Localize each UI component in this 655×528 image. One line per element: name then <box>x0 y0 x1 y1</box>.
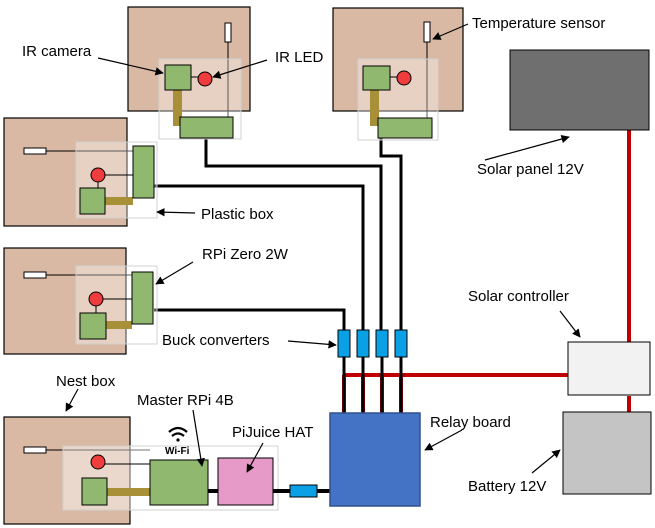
label-buck-converters: Buck converters <box>162 332 270 349</box>
camera-mount <box>106 488 150 496</box>
ir-led <box>197 71 213 87</box>
nest-box-2 <box>332 7 464 141</box>
nest-box-body <box>3 416 131 525</box>
pijuice-hat <box>217 457 274 506</box>
label-solar-panel: Solar panel 12V <box>477 161 584 178</box>
temperature-probe <box>224 22 232 43</box>
camera-mount <box>100 321 132 329</box>
temperature-probe <box>23 271 47 279</box>
label-plastic-box: Plastic box <box>201 206 274 223</box>
ir-camera <box>79 187 106 215</box>
label-rpi-zero: RPi Zero 2W <box>202 246 289 263</box>
ir-led <box>396 70 412 86</box>
label-wifi: Wi-Fi <box>165 446 190 457</box>
buck-converter-1 <box>337 329 351 358</box>
buck-converters <box>337 329 408 358</box>
label-pijuice: PiJuice HAT <box>232 424 313 441</box>
wifi-icon <box>168 426 188 442</box>
annotation-arrows <box>65 23 581 474</box>
nest-box-1 <box>127 6 251 140</box>
rpi-zero-board <box>131 271 154 325</box>
wire-box1 <box>204 138 383 330</box>
wire-box4 <box>154 308 346 330</box>
nest-box-body <box>3 117 128 227</box>
buck-converter-2 <box>356 329 370 358</box>
label-ir-camera: IR camera <box>22 43 92 60</box>
label-temperature-sensor: Temperature sensor <box>472 15 605 32</box>
wire-box3 <box>154 184 365 330</box>
ir-camera <box>362 65 391 91</box>
nest-box-master <box>3 416 330 525</box>
rpi-zero-board <box>132 145 155 199</box>
relay-board <box>329 412 421 507</box>
temperature-probe <box>23 446 47 454</box>
ir-camera <box>164 64 192 91</box>
buck-converter-master <box>289 484 318 498</box>
ir-led <box>88 291 104 307</box>
label-solar-controller: Solar controller <box>468 288 569 305</box>
rpi-zero-board <box>377 117 433 139</box>
camera-mount <box>100 197 133 205</box>
ir-camera <box>79 312 107 340</box>
label-battery: Battery 12V <box>468 478 546 495</box>
signal-wiring <box>154 138 403 413</box>
ir-camera <box>81 477 108 506</box>
buck-converter-3 <box>375 329 389 358</box>
rpi-zero-board <box>179 116 234 139</box>
label-nest-box: Nest box <box>56 373 116 390</box>
temperature-probe <box>23 147 47 155</box>
camera-mount <box>370 90 404 126</box>
solar-controller <box>567 341 651 396</box>
label-relay-board: Relay board <box>430 414 511 431</box>
buck-converter-4 <box>394 329 408 358</box>
label-ir-led: IR LED <box>275 49 324 66</box>
ir-led <box>90 167 106 183</box>
ir-led <box>90 454 106 470</box>
temperature-probe <box>423 21 431 43</box>
wire-box2 <box>379 138 403 330</box>
nest-box-3 <box>3 117 158 227</box>
nest-box-4 <box>3 247 158 355</box>
label-master-rpi: Master RPi 4B <box>137 392 234 409</box>
master-rpi-board <box>149 459 209 506</box>
battery <box>562 411 652 495</box>
solar-panel <box>509 49 650 131</box>
